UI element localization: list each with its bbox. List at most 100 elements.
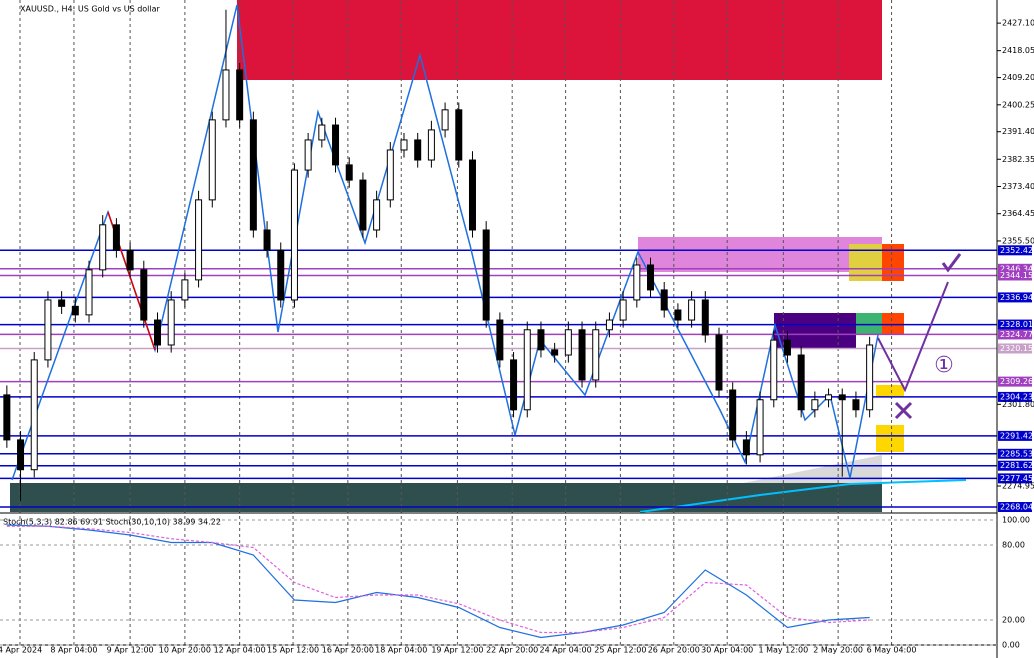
level-tag bbox=[998, 343, 1032, 354]
candle-body bbox=[770, 339, 778, 401]
candle-body bbox=[345, 164, 353, 181]
candle-body bbox=[729, 389, 737, 441]
stoch-line bbox=[6, 524, 870, 639]
level-label: 2268.04 bbox=[1000, 503, 1033, 512]
zone bbox=[876, 385, 904, 397]
cross-mark bbox=[894, 401, 913, 420]
candle-body bbox=[359, 179, 367, 231]
level-label: 2304.23 bbox=[1000, 392, 1033, 401]
candle-body bbox=[167, 299, 175, 346]
candle-body bbox=[3, 394, 11, 441]
y-tick-label: 2400.25 bbox=[1002, 100, 1034, 109]
candle-body bbox=[400, 139, 408, 151]
candle-body bbox=[455, 109, 463, 161]
level-tag bbox=[998, 430, 1032, 441]
candle-body bbox=[592, 329, 600, 381]
x-tick-label: 24 Apr 04:00 bbox=[540, 646, 592, 655]
stoch-line bbox=[6, 525, 870, 634]
candle-body bbox=[482, 229, 490, 321]
level-tag bbox=[998, 292, 1032, 303]
candle-body bbox=[304, 139, 312, 171]
candle-body bbox=[756, 399, 764, 456]
level-label: 2336.94 bbox=[1000, 293, 1033, 302]
candle-body bbox=[236, 69, 244, 121]
candle-body bbox=[496, 319, 504, 361]
x-tick-label: 12 Apr 04:00 bbox=[214, 646, 266, 655]
candle-body bbox=[386, 149, 394, 201]
projection: ① bbox=[877, 253, 962, 420]
candle-body bbox=[85, 269, 93, 316]
candle-body bbox=[126, 249, 134, 271]
zone bbox=[876, 425, 904, 452]
y-tick-label: 100.00 bbox=[1002, 516, 1030, 525]
level-label: 2277.45 bbox=[1000, 474, 1033, 483]
candle-body bbox=[674, 309, 682, 321]
candle-body bbox=[140, 269, 148, 321]
candle-body bbox=[414, 139, 422, 161]
candle-body bbox=[222, 69, 230, 121]
candle-body bbox=[701, 299, 709, 336]
y-tick-label: 2373.40 bbox=[1002, 182, 1034, 191]
candle-body bbox=[537, 329, 545, 351]
candle-body bbox=[249, 119, 257, 231]
level-tag bbox=[998, 376, 1032, 387]
level-label: 2309.26 bbox=[1000, 377, 1033, 386]
candle-body bbox=[208, 119, 216, 201]
moving-average bbox=[639, 479, 967, 513]
candle-body bbox=[195, 199, 203, 281]
level-tag bbox=[998, 473, 1032, 484]
candle-body bbox=[290, 169, 298, 301]
candle-body bbox=[797, 354, 805, 411]
grid bbox=[19, 0, 1001, 645]
candle-body bbox=[112, 224, 120, 251]
x-tick-label: 15 Apr 12:00 bbox=[267, 646, 319, 655]
candle-body bbox=[564, 329, 572, 356]
candle-body bbox=[852, 399, 860, 411]
candle-body bbox=[71, 305, 79, 316]
candle-body bbox=[551, 349, 559, 356]
x-tick-label: 2 May 20:00 bbox=[813, 646, 863, 655]
level-tag bbox=[998, 270, 1032, 281]
zone bbox=[638, 237, 882, 272]
level-label: 2324.77 bbox=[1000, 330, 1033, 339]
level-label: 2320.15 bbox=[1000, 344, 1033, 353]
x-tick-label: 25 Apr 12:00 bbox=[594, 646, 646, 655]
level-tag bbox=[998, 502, 1032, 513]
y-tick-label: 2418.05 bbox=[1002, 46, 1034, 55]
candle-body bbox=[715, 334, 723, 391]
supply-zone bbox=[237, 0, 882, 80]
level-label: 2291.42 bbox=[1000, 431, 1033, 440]
level-label: 2281.62 bbox=[1000, 461, 1033, 470]
candle-body bbox=[619, 299, 627, 321]
y-tick-label: 2355.50 bbox=[1002, 236, 1034, 245]
candle-body bbox=[30, 359, 38, 471]
candle-body bbox=[633, 264, 641, 301]
candle-body bbox=[332, 124, 340, 166]
candle-body bbox=[605, 319, 613, 331]
candle-body bbox=[44, 299, 52, 361]
candle-body bbox=[277, 249, 285, 301]
y-tick-label: 2364.45 bbox=[1002, 209, 1034, 218]
candle-body bbox=[510, 359, 518, 411]
level-label: 2344.15 bbox=[1000, 271, 1033, 280]
x-tick-label: 22 Apr 20:00 bbox=[486, 646, 538, 655]
y-tick-label: 20.00 bbox=[1002, 616, 1025, 625]
level-label: 2328.01 bbox=[1000, 320, 1033, 329]
x-tick-label: 4 Apr 2024 bbox=[0, 646, 42, 655]
x-tick-label: 10 Apr 20:00 bbox=[159, 646, 211, 655]
level-tag bbox=[998, 319, 1032, 330]
candle-body bbox=[660, 289, 668, 311]
candle-body bbox=[153, 319, 161, 346]
chart-title: XAUUSD., H4: US Gold vs US dollar bbox=[20, 5, 161, 14]
level-tag bbox=[998, 245, 1032, 256]
x-tick-label: 9 Apr 12:00 bbox=[107, 646, 154, 655]
x-tick-label: 19 Apr 12:00 bbox=[431, 646, 483, 655]
level-tag bbox=[998, 391, 1032, 402]
candle-body bbox=[99, 224, 107, 271]
x-tick-label: 1 May 12:00 bbox=[758, 646, 808, 655]
candle-body bbox=[263, 229, 271, 251]
candle-body bbox=[17, 439, 25, 471]
y-tick-label: 2427.10 bbox=[1002, 19, 1034, 28]
